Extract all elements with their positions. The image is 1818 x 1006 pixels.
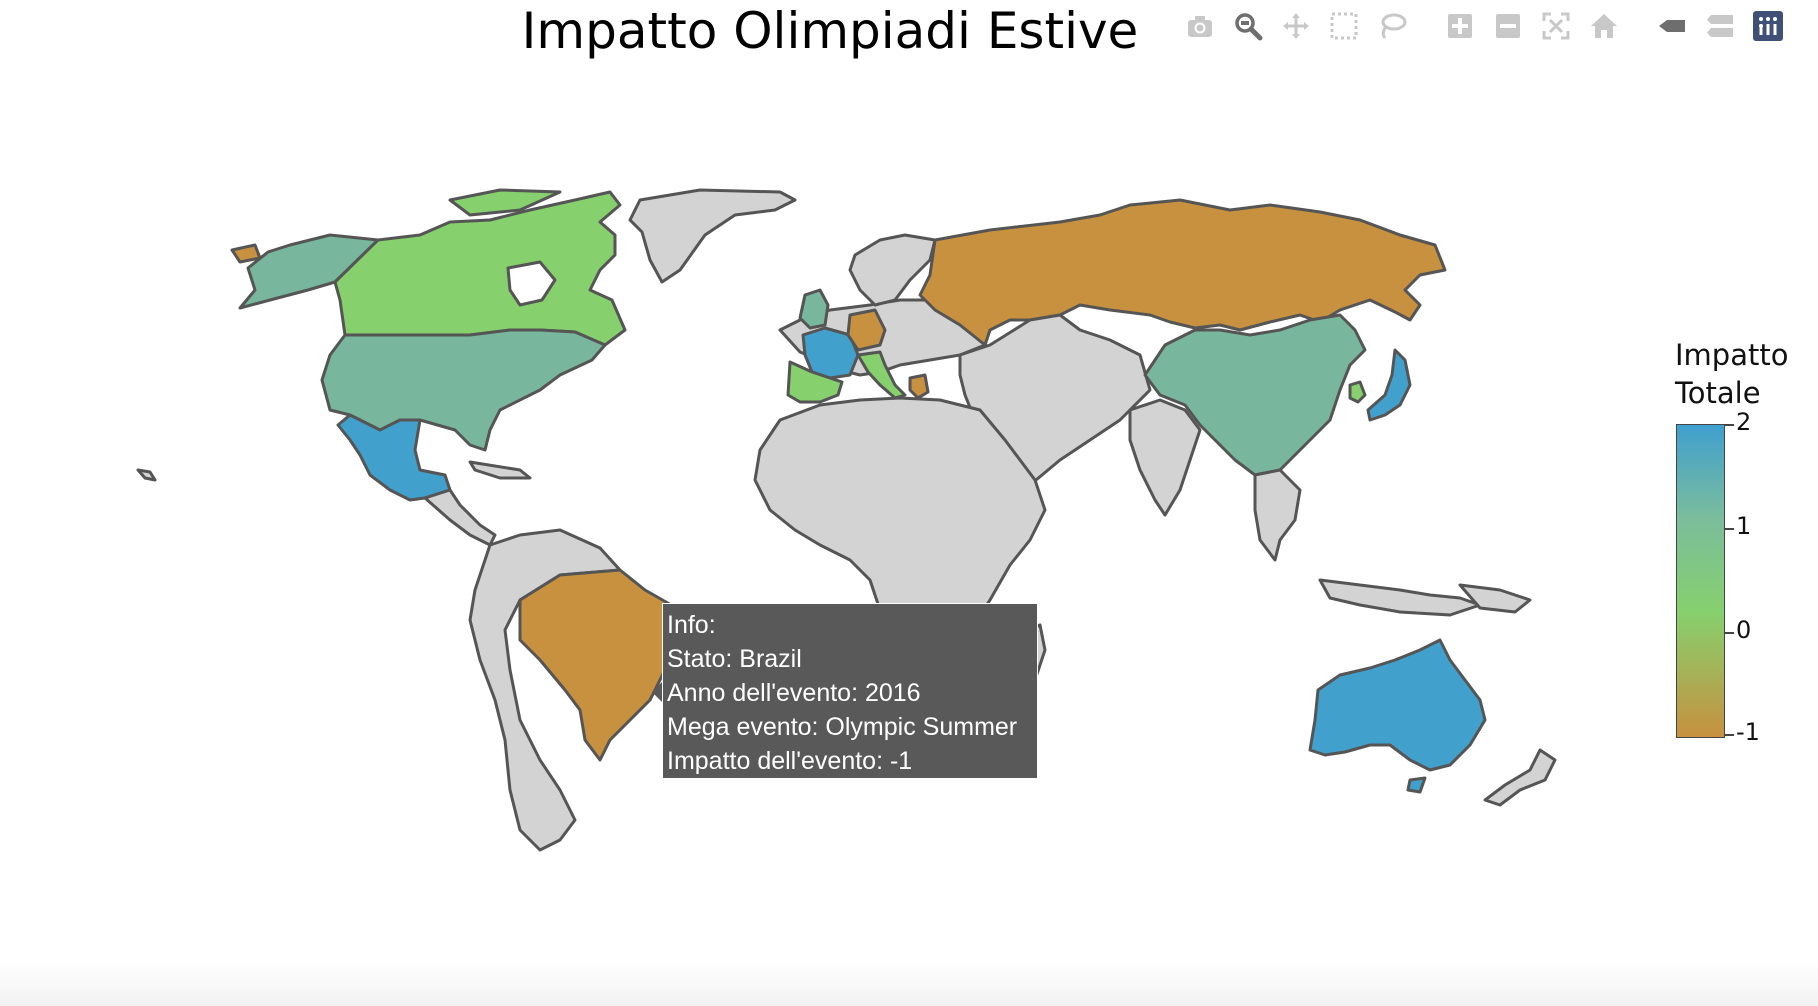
colorbar-title: Impatto Totale (1675, 336, 1788, 412)
box-select-icon[interactable] (1324, 8, 1364, 44)
colorbar-title-line1: Impatto (1675, 338, 1789, 372)
country-uk[interactable] (798, 288, 830, 330)
tooltip-arrow (652, 682, 662, 702)
hudson-bay (506, 260, 557, 307)
region-caribbean[interactable] (468, 460, 532, 480)
colorbar-tick (1724, 632, 1734, 634)
canada-arctic-islands[interactable] (448, 188, 562, 217)
tooltip-country: Stato: Brazil (667, 645, 802, 673)
country-italy[interactable] (856, 350, 907, 400)
region-scandinavia[interactable] (848, 233, 937, 307)
tooltip-impact: Impatto dell'evento: -1 (667, 747, 913, 775)
region-southeast-asia[interactable] (1253, 468, 1302, 562)
colorbar-tick (1724, 734, 1734, 736)
island-hawaii[interactable] (136, 468, 157, 482)
zoom-in-icon[interactable] (1440, 8, 1480, 44)
country-china[interactable] (1143, 313, 1367, 477)
country-alaska[interactable] (238, 233, 380, 310)
hover-closest-icon[interactable] (1652, 8, 1692, 44)
tooltip-year: Anno dell'evento: 2016 (667, 679, 921, 707)
island-aleutian[interactable] (230, 243, 262, 264)
colorbar-tick (1724, 424, 1734, 426)
colorbar-tick (1724, 528, 1734, 530)
colorbar-tick-label-minus1: -1 (1736, 718, 1760, 746)
bottom-strip (0, 960, 1818, 1006)
colorbar-tick-label-0: 0 (1736, 616, 1752, 644)
country-greece[interactable] (908, 373, 930, 400)
chart-title: Impatto Olimpiadi Estive (521, 2, 1139, 60)
country-usa[interactable] (320, 328, 607, 452)
country-mexico[interactable] (336, 413, 452, 502)
zoom-icon[interactable] (1228, 8, 1268, 44)
colorbar-title-line2: Totale (1675, 376, 1761, 410)
country-new-zealand[interactable] (1483, 748, 1557, 807)
island-tasmania[interactable] (1406, 776, 1427, 794)
colorbar[interactable] (1676, 424, 1725, 738)
camera-icon[interactable] (1180, 8, 1220, 44)
country-france[interactable] (801, 326, 860, 380)
zoom-out-icon[interactable] (1488, 8, 1528, 44)
tooltip-info: Info: (667, 611, 716, 639)
country-japan[interactable] (1366, 348, 1412, 422)
country-spain[interactable] (786, 360, 844, 404)
lasso-select-icon[interactable] (1372, 8, 1412, 44)
country-brazil[interactable] (518, 568, 692, 762)
plotly-logo-icon[interactable] (1748, 8, 1788, 44)
region-south-america[interactable] (468, 528, 622, 852)
country-germany[interactable] (846, 308, 887, 352)
country-russia[interactable] (918, 198, 1447, 347)
reset-axes-icon[interactable] (1584, 8, 1624, 44)
country-south-korea[interactable] (1348, 380, 1367, 404)
country-india[interactable] (1128, 398, 1202, 517)
pan-icon[interactable] (1276, 8, 1316, 44)
autoscale-icon[interactable] (1536, 8, 1576, 44)
hover-compare-icon[interactable] (1700, 8, 1740, 44)
country-australia[interactable] (1308, 638, 1487, 772)
modebar (1180, 6, 1796, 46)
colorbar-tick-label-1: 1 (1736, 512, 1752, 540)
hover-tooltip: Info: Stato: Brazil Anno dell'evento: 20… (662, 603, 1038, 779)
country-greenland[interactable] (628, 188, 797, 284)
region-indonesia[interactable] (1318, 578, 1482, 617)
colorbar-tick-label-2: 2 (1736, 408, 1752, 436)
region-central-america[interactable] (423, 488, 497, 547)
tooltip-event: Mega evento: Olympic Summer (667, 713, 1018, 741)
region-new-guinea[interactable] (1458, 583, 1532, 614)
